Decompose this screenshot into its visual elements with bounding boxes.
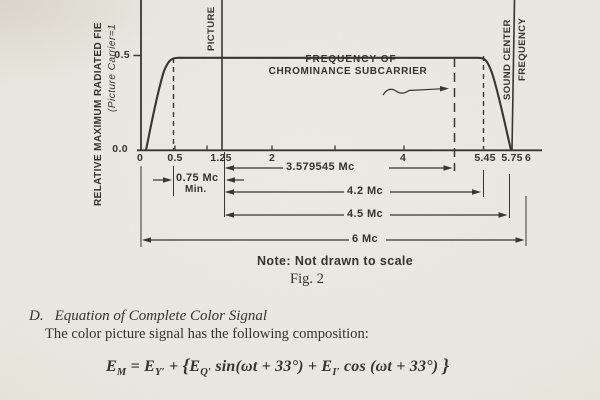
chroma-annotation-line2: CHROMINANCE SUBCARRIER: [268, 66, 428, 77]
figure-note: Note: Not drawn to scale: [257, 254, 414, 268]
figure-caption: Fig. 2: [290, 271, 324, 287]
section-heading: D. Equation of Complete Color Signal: [29, 308, 267, 325]
x-tick-label: 6: [524, 152, 532, 164]
equation-term: }: [442, 356, 450, 377]
x-tick-label: 0: [136, 152, 144, 164]
equation-subscript: Y′: [155, 367, 165, 378]
dim-channel-label: 6 Mc: [352, 233, 379, 245]
dim-chroma-label: 3.579545 Mc: [286, 161, 355, 173]
x-tick-label: 1.25: [210, 152, 232, 164]
equation-subscript: Q′: [200, 367, 212, 378]
equation-term: cos (ωt + 33°): [339, 358, 443, 375]
section-title: Equation of Complete Color Signal: [54, 308, 268, 324]
equation-term: E: [106, 358, 117, 375]
equation-subscript: M: [116, 367, 127, 378]
x-tick-label: 0.5: [167, 152, 183, 164]
sound-center-label-line1: SOUND CENTER: [502, 19, 513, 100]
equation-term: = E: [126, 358, 156, 375]
x-tick-label: 4: [399, 152, 407, 164]
x-tick-label: 2: [268, 152, 276, 164]
equation-subscript: I′: [332, 367, 340, 378]
equation-term: sin(ωt + 33°) + E: [211, 358, 333, 375]
dim-sound-label: 4.5 Mc: [347, 208, 384, 220]
dim-video-label: 4.2 Mc: [347, 185, 384, 197]
equation-term: E: [189, 358, 201, 375]
dim-vestigial-label: 0.75 Mc: [176, 172, 219, 184]
section-body-text: The color picture signal has the followi…: [45, 326, 369, 342]
sound-center-label-line2: FREQUENCY: [517, 17, 528, 81]
dim-vestigial-min-label: Min.: [185, 184, 207, 195]
picture-carrier-label: PICTURE: [206, 6, 217, 52]
color-signal-equation: EM = EY′ + {EQ′ sin(ωt + 33°) + EI′ cos …: [106, 356, 449, 378]
chroma-annotation-line1: FREQUENCY OF: [305, 54, 397, 65]
equation-term: +: [164, 358, 183, 375]
x-tick-label: 5.45: [474, 152, 496, 164]
section-label: D.: [29, 308, 44, 324]
x-tick-label: 5.75: [501, 152, 523, 164]
